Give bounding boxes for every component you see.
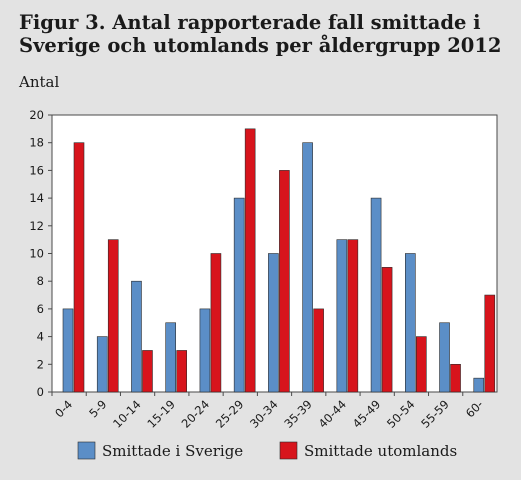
y-tick-label: 18 — [29, 136, 44, 150]
bar-sverige-0-4 — [62, 308, 74, 393]
bar-sverige-5-9 — [96, 336, 108, 393]
bar-utomlands-15-19 — [176, 350, 187, 393]
y-axis-label: Antal — [19, 73, 60, 91]
chart-title: Figur 3. Antal rapporterade fall smittad… — [19, 11, 502, 57]
x-tick-label: 50-54 — [384, 397, 418, 431]
legend: Smittade i Sverige Smittade utomlands — [77, 441, 457, 460]
legend-swatch-utomlands — [279, 441, 298, 460]
x-tick-label: 5-9 — [86, 397, 109, 420]
x-tick-label: 0-4 — [52, 397, 75, 420]
bar-sverige-60- — [473, 377, 485, 393]
bar-utomlands-0-4 — [73, 142, 85, 393]
x-tick-label: 55-59 — [418, 397, 452, 431]
bar-sverige-55-59 — [439, 322, 450, 393]
x-tick-label: 35-39 — [281, 397, 315, 431]
legend-label: Smittade utomlands — [304, 442, 457, 460]
y-tick-label: 16 — [29, 163, 44, 177]
y-tick-label: 8 — [37, 274, 44, 288]
legend-label: Smittade i Sverige — [102, 442, 243, 460]
bar-sverige-40-44 — [336, 239, 348, 393]
bar-sverige-15-19 — [165, 322, 176, 393]
bar-utomlands-45-49 — [381, 267, 393, 393]
x-tick-label: 40-44 — [316, 397, 350, 431]
bar-utomlands-40-44 — [347, 239, 359, 393]
bar-sverige-50-54 — [405, 253, 416, 393]
bar-utomlands-50-54 — [416, 336, 427, 393]
bar-sverige-45-49 — [370, 197, 382, 393]
bar-utomlands-20-24 — [210, 253, 222, 393]
bar-utomlands-30-34 — [279, 170, 290, 393]
bar-utomlands-35-39 — [313, 308, 324, 393]
x-tick-label: 15-19 — [144, 397, 178, 431]
y-axis-ticks: 0 2 4 6 8 10 12 14 16 18 20 — [29, 108, 52, 399]
x-tick-label: 30-34 — [247, 397, 281, 431]
bar-utomlands-60- — [484, 294, 496, 393]
x-tick-label: 60- — [463, 397, 486, 420]
bars — [62, 128, 496, 393]
y-tick-label: 12 — [29, 219, 44, 233]
x-tick-label: 25-29 — [213, 397, 247, 431]
y-tick-label: 4 — [37, 330, 44, 344]
bar-sverige-20-24 — [199, 308, 211, 393]
x-axis-ticks: 0-4 5-9 10-14 15-19 20-24 25-29 30-34 35-39 40-4… — [51, 392, 486, 431]
bar-utomlands-25-29 — [244, 128, 256, 393]
x-tick-label: 20-24 — [179, 397, 213, 431]
bar-sverige-30-34 — [268, 253, 279, 393]
y-tick-label: 14 — [29, 191, 44, 205]
bar-utomlands-10-14 — [142, 350, 153, 393]
x-tick-label: 10-14 — [110, 397, 144, 431]
y-tick-label: 10 — [29, 247, 44, 261]
x-tick-label: 45-49 — [350, 397, 384, 431]
bar-sverige-35-39 — [302, 142, 313, 393]
y-tick-label: 6 — [37, 302, 44, 316]
bar-sverige-10-14 — [131, 280, 142, 393]
y-tick-label: 20 — [29, 108, 44, 122]
bar-sverige-25-29 — [233, 197, 245, 393]
bar-utomlands-5-9 — [107, 239, 119, 393]
bar-utomlands-55-59 — [450, 363, 461, 393]
y-tick-label: 2 — [37, 357, 44, 371]
legend-swatch-sverige — [77, 441, 96, 460]
y-tick-label: 0 — [37, 385, 44, 399]
